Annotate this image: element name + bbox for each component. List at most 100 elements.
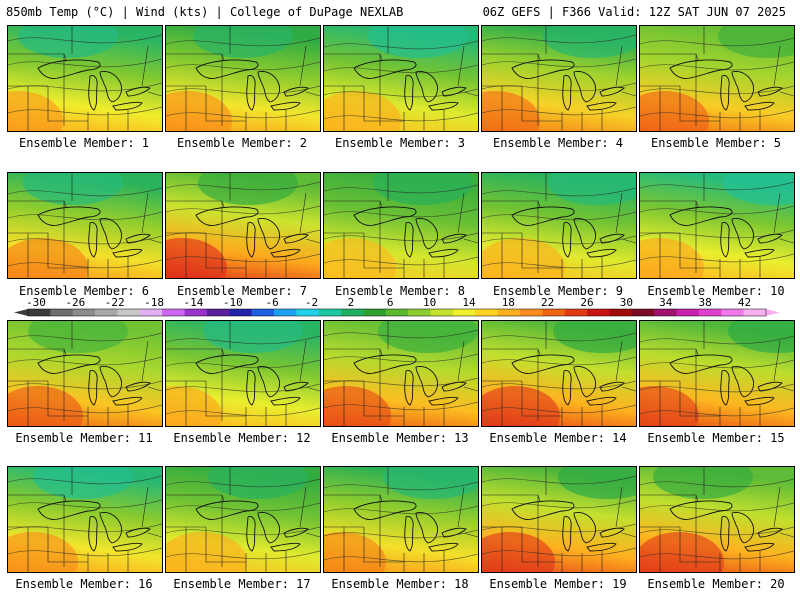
colorbar-segment <box>72 309 96 316</box>
state-border <box>205 86 246 122</box>
height-contour <box>324 401 478 411</box>
great-lake-outline <box>404 75 414 111</box>
height-contour <box>324 112 478 122</box>
colorbar-tick-label: 10 <box>423 296 436 309</box>
height-contour <box>324 505 478 515</box>
height-contour <box>8 499 162 509</box>
colorbar-segment <box>676 309 700 316</box>
cool-air-region <box>383 467 478 499</box>
temperature-field <box>482 26 636 131</box>
state-border <box>679 381 720 417</box>
great-lake-outline <box>562 516 572 552</box>
great-lake-outline <box>270 542 301 552</box>
great-lake-outline <box>257 71 281 103</box>
colorbar-tick-label: 14 <box>462 296 476 309</box>
great-lake-outline <box>731 366 755 398</box>
state-border <box>521 86 562 122</box>
great-lake-outline <box>404 370 414 406</box>
colorbar-right-arrow <box>766 309 780 316</box>
height-contour <box>324 40 478 50</box>
great-lake-outline <box>562 222 572 258</box>
great-lake-outline <box>744 542 775 552</box>
temperature-field <box>640 467 794 572</box>
great-lake-outline <box>257 512 281 544</box>
height-contour <box>640 407 794 417</box>
great-lake-outline <box>757 233 783 244</box>
state-border <box>463 91 478 97</box>
great-lake-outline <box>441 381 467 392</box>
colorbar-left-arrow <box>14 309 28 316</box>
great-lake-outline <box>404 516 414 552</box>
height-contour <box>8 211 162 221</box>
temperature-field <box>482 173 636 278</box>
colorbar-segment <box>542 309 566 316</box>
cool-air-region <box>368 26 468 58</box>
state-border <box>299 45 307 87</box>
colorbar-segment <box>721 309 744 316</box>
great-lake-outline <box>599 527 625 538</box>
height-contour <box>640 109 794 119</box>
temperature-field <box>166 467 320 572</box>
colorbar-segment <box>631 309 655 316</box>
height-contour <box>166 181 320 191</box>
great-lake-outline <box>99 512 123 544</box>
great-lake-outline <box>112 248 143 258</box>
height-contour <box>640 335 794 345</box>
ensemble-member-map <box>7 466 163 573</box>
state-border <box>621 532 636 538</box>
state-border <box>141 486 149 528</box>
state-border <box>621 91 636 97</box>
cool-air-region <box>18 26 118 58</box>
height-contour <box>324 553 478 563</box>
temperature-field <box>166 26 320 131</box>
ensemble-member-map <box>481 466 637 573</box>
great-lake-outline <box>720 222 730 258</box>
state-border <box>141 45 149 87</box>
great-lake-outline <box>731 218 755 250</box>
ensemble-member-label: Ensemble Member: 4 <box>492 136 624 150</box>
state-border <box>305 386 320 392</box>
colorbar-segment <box>452 309 476 316</box>
height-contour <box>8 259 162 269</box>
great-lake-outline <box>720 516 730 552</box>
great-lake-outline <box>88 516 98 552</box>
great-lake-outline <box>511 354 575 374</box>
great-lake-outline <box>669 206 733 226</box>
great-lake-outline <box>283 381 309 392</box>
state-border <box>141 192 149 234</box>
ensemble-member-map <box>165 466 321 573</box>
state-border <box>621 238 636 244</box>
great-lake-outline <box>353 59 417 79</box>
cool-air-region <box>548 173 636 205</box>
height-contour <box>640 205 794 215</box>
great-lake-outline <box>586 101 617 111</box>
ensemble-member-map <box>7 25 163 132</box>
temperature-field <box>324 321 478 426</box>
height-contour <box>482 547 636 557</box>
height-contour <box>166 109 320 119</box>
temperature-field <box>640 321 794 426</box>
height-contour <box>166 85 320 95</box>
great-lake-outline <box>720 75 730 111</box>
colorbar-segment <box>251 309 275 316</box>
state-border <box>47 86 88 122</box>
run-valid-time: 06Z GEFS | F366 Valid: 12Z SAT JUN 07 20… <box>482 5 786 19</box>
great-lake-outline <box>586 542 617 552</box>
great-lake-outline <box>599 86 625 97</box>
state-border <box>147 532 162 538</box>
colorbar-tick-label: 22 <box>541 296 554 309</box>
height-contour <box>166 253 320 263</box>
great-lake-outline <box>744 248 775 258</box>
colorbar-segment <box>698 309 722 316</box>
great-lake-outline <box>669 59 733 79</box>
great-lake-outline <box>428 396 459 406</box>
colorbar-segment <box>184 309 208 316</box>
great-lake-outline <box>270 101 301 111</box>
state-border <box>463 532 478 538</box>
colorbar-segment <box>162 309 185 316</box>
state-border <box>463 238 478 244</box>
height-contour <box>640 37 794 47</box>
great-lake-outline <box>257 218 281 250</box>
ensemble-member-map <box>481 172 637 279</box>
colorbar-segment <box>743 309 767 316</box>
